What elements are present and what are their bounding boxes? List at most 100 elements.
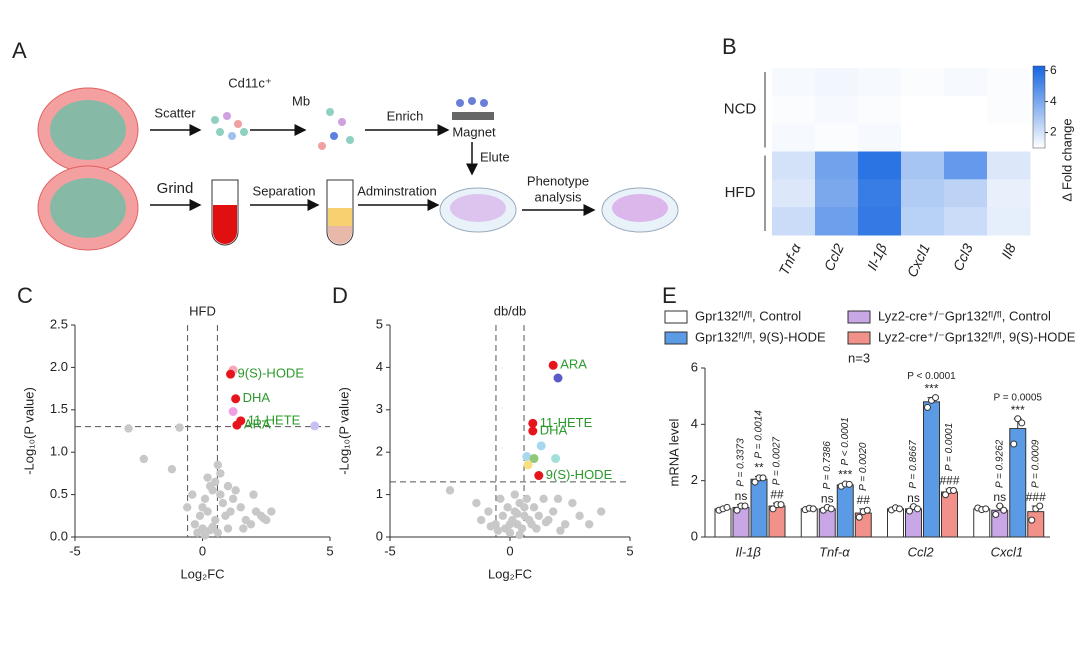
labelled-cells <box>318 108 354 150</box>
point <box>477 515 486 525</box>
point <box>218 498 228 508</box>
point <box>183 503 192 512</box>
bar <box>750 478 768 538</box>
significance: *** <box>838 468 852 482</box>
significance: ## <box>770 487 784 501</box>
p-value: P = 0.7386 <box>822 441 833 490</box>
highlight-point <box>226 369 236 379</box>
replicate-dot <box>1010 440 1018 448</box>
point <box>208 522 217 532</box>
x-tick-label: 0 <box>506 543 513 558</box>
heat-cell <box>987 179 1031 208</box>
highlight-point <box>534 471 544 481</box>
point <box>190 520 200 529</box>
heat-cell <box>815 123 859 152</box>
bar <box>836 484 854 538</box>
heat-cell <box>944 151 988 180</box>
point <box>236 503 245 512</box>
significance: ns <box>993 490 1006 504</box>
tube-pellet <box>328 226 352 244</box>
highlight-point <box>232 420 242 430</box>
y-tick-label: 0 <box>691 528 698 543</box>
heat-cell <box>772 151 816 180</box>
point <box>216 490 225 499</box>
point <box>505 528 515 537</box>
colorbar-tick-label: 4 <box>1050 94 1057 108</box>
step-label: Grind <box>157 180 194 197</box>
step-label: Adminstration <box>357 183 436 198</box>
point <box>597 507 606 516</box>
panel-label: C <box>17 283 33 308</box>
legend-label: Lyz2-cre⁺/⁻Gpr132ᶠˡ/ᶠˡ, Control <box>878 308 1051 323</box>
replicate-dot <box>1014 415 1022 423</box>
point <box>211 515 220 525</box>
legend-swatch <box>664 310 688 324</box>
highlight-point <box>536 441 546 451</box>
beads <box>456 97 488 107</box>
point <box>575 511 584 520</box>
point <box>532 524 541 533</box>
legend-label: Gpr132ᶠˡ/ᶠˡ, Control <box>695 308 801 323</box>
point <box>211 477 220 487</box>
heat-cell <box>858 68 902 97</box>
y-tick-label: 6 <box>691 359 698 374</box>
point <box>139 454 149 464</box>
point <box>198 503 207 512</box>
point-label: 11-HETE <box>248 412 301 427</box>
replicate-dot <box>942 491 949 499</box>
x-tick-label: Tnf-α <box>819 544 850 559</box>
point <box>188 490 197 499</box>
row-group-label: NCD <box>724 101 757 118</box>
heat-cell <box>815 179 859 208</box>
y-tick-label: 1.5 <box>50 401 68 416</box>
y-tick-label: 0.5 <box>50 486 68 501</box>
replicate-dot <box>751 478 759 486</box>
colorbar-tick-label: 2 <box>1050 125 1057 139</box>
point-label: 9(S)-HODE <box>546 467 613 482</box>
significance: ### <box>1026 490 1046 504</box>
colorbar <box>1032 65 1046 149</box>
point <box>568 498 577 508</box>
point <box>520 503 529 512</box>
point <box>549 507 558 516</box>
point <box>208 486 217 495</box>
p-value: P = 0.9262 <box>994 439 1005 488</box>
p-value: P = 0.0020 <box>858 442 869 491</box>
point <box>529 503 539 512</box>
heat-cell <box>901 179 945 208</box>
bar <box>923 401 940 538</box>
step-label: Cd11c⁺ <box>228 75 271 90</box>
point-label: DHA <box>243 390 271 405</box>
highlight-point <box>522 451 532 461</box>
point <box>223 524 233 533</box>
heat-cell <box>987 151 1031 180</box>
heat-cell <box>858 151 902 180</box>
replicate-dot <box>914 505 921 513</box>
x-tick-label: Ccl2 <box>908 544 935 559</box>
highlight-point <box>548 360 558 370</box>
point <box>541 517 551 527</box>
point <box>195 511 205 520</box>
cells <box>50 178 126 238</box>
significance: ns <box>907 491 920 505</box>
point <box>553 494 563 504</box>
y-tick-label: 2.0 <box>50 359 68 374</box>
heat-cell <box>815 68 859 97</box>
heat-cell <box>901 151 945 180</box>
step-label: Phenotype <box>527 173 589 188</box>
heat-cell <box>858 95 902 125</box>
point <box>198 524 207 533</box>
replicate-dot <box>777 501 785 509</box>
heat-cell <box>987 123 1031 152</box>
point <box>445 486 455 495</box>
replicate-dot <box>769 505 777 513</box>
point <box>203 473 212 482</box>
x-axis-label: Log₂FC <box>488 566 532 581</box>
x-tick-label: -5 <box>69 543 81 558</box>
heat-cell <box>944 68 988 97</box>
point <box>498 511 507 520</box>
x-tick-label: -5 <box>384 543 396 558</box>
step-label: Mb <box>292 93 310 108</box>
highlight-point <box>228 406 238 416</box>
